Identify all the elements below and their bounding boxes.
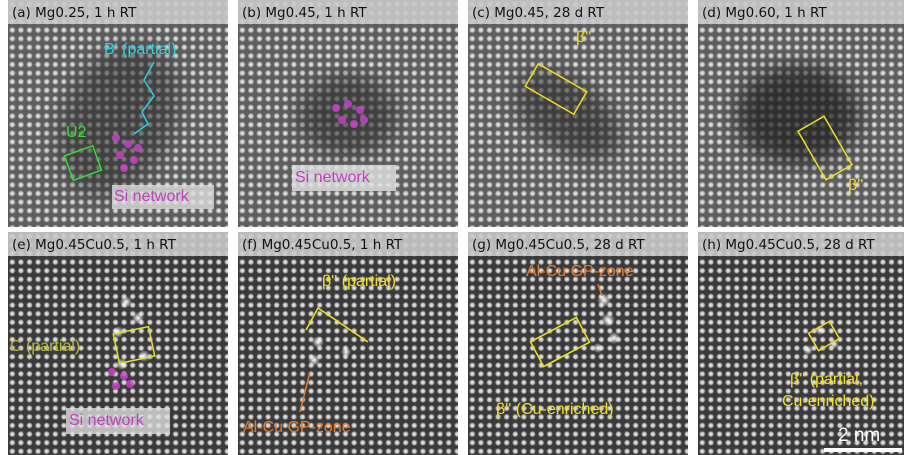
panel: (f) Mg0.45Cu0.5, 1 h RT β'' (partial) Al… [238, 232, 458, 455]
annotation: B' (partial) [104, 41, 176, 58]
panel: (h) Mg0.45Cu0.5, 28 d RT β'' (partial, C… [698, 232, 904, 455]
annotation: Al-Cu GP-zone [243, 419, 351, 436]
panel-label: (d) Mg0.60, 1 h RT [702, 5, 827, 21]
annotation: Si network [295, 169, 371, 186]
figure: (a) Mg0.25, 1 h RT B' (partial) U2 Si ne… [0, 0, 904, 455]
panel-label: (h) Mg0.45Cu0.5, 28 d RT [702, 237, 875, 253]
annotation: U2 [66, 124, 87, 141]
annotation: Cu-enriched) [782, 393, 874, 410]
panel-label: (b) Mg0.45, 1 h RT [242, 5, 367, 21]
panel: (a) Mg0.25, 1 h RT B' (partial) U2 Si ne… [8, 0, 228, 227]
annotation: β'' [576, 29, 591, 46]
annotation: β'' [848, 177, 863, 194]
panel: (d) Mg0.60, 1 h RT β'' [698, 0, 904, 227]
annotation: β'' (partial) [322, 273, 396, 290]
annotation: β'' (partial, [790, 371, 863, 388]
panel-label: (c) Mg0.45, 28 d RT [472, 5, 605, 21]
panel: (c) Mg0.45, 28 d RT β'' [468, 0, 688, 227]
annotation: β'' (Cu-enriched) [496, 401, 614, 418]
panel-label: (e) Mg0.45Cu0.5, 1 h RT [12, 237, 177, 253]
panel-label: (a) Mg0.25, 1 h RT [12, 5, 137, 21]
annotation: C (partial) [10, 338, 80, 355]
scale-bar [824, 448, 902, 452]
panel-label: (g) Mg0.45Cu0.5, 28 d RT [472, 237, 645, 253]
annotation: Si network [114, 188, 190, 205]
panel: (b) Mg0.45, 1 h RT Si network [238, 0, 458, 227]
panel: (e) Mg0.45Cu0.5, 1 h RT C (partial) Si n… [8, 232, 228, 455]
scale-bar-label: 2 nm [838, 425, 880, 446]
panel: (g) Mg0.45Cu0.5, 28 d RT Al-Cu GP-zone β… [468, 232, 688, 455]
annotation: Al-Cu GP-zone [526, 263, 634, 280]
panel-label: (f) Mg0.45Cu0.5, 1 h RT [242, 237, 403, 253]
annotation: Si network [69, 412, 145, 429]
